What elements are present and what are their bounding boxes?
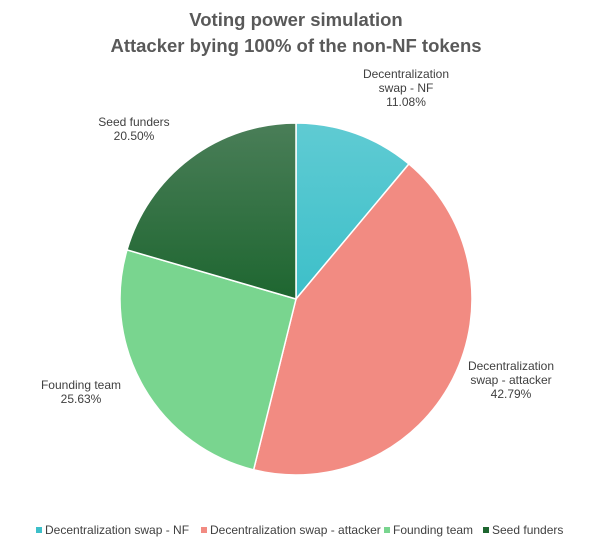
legend-swatch — [201, 527, 207, 533]
slice-value-label: 42.79% — [491, 387, 532, 401]
slice-name-label: swap - NF — [379, 81, 434, 95]
chart-title-line-1: Voting power simulation — [189, 9, 402, 30]
slice-value-label: 20.50% — [114, 129, 155, 143]
legend-swatch — [384, 527, 390, 533]
legend-label: Founding team — [393, 523, 473, 537]
slice-labels: Decentralization swap - NF 11.08%Decentral… — [41, 67, 554, 406]
pie-slice-4 — [126, 122, 297, 300]
legend-label: Seed funders — [492, 523, 563, 537]
legend-item-3: Founding team — [384, 523, 473, 537]
slice-label-4: Seed funders 20.50% — [98, 115, 169, 143]
slice-label-3: Founding team 25.63% — [41, 378, 121, 406]
pie-slice-2 — [252, 162, 473, 476]
legend: Decentralization swap - NF Decentralizati… — [36, 523, 563, 537]
slice-label-2: Decentralization swap - attacker 42.79% — [468, 359, 554, 401]
slice-value-label: 25.63% — [61, 392, 102, 406]
slice-value-label: 11.08% — [386, 95, 426, 109]
legend-swatch — [483, 527, 489, 533]
legend-label: Decentralization swap - NF — [45, 523, 189, 537]
slice-name-label: swap - attacker — [470, 373, 551, 387]
chart-title: Voting power simulation Attacker bying 1… — [110, 9, 481, 56]
slice-name-label: Seed funders — [98, 115, 169, 129]
pie-slice-3 — [119, 248, 297, 471]
legend-label: Decentralization swap - attacker — [210, 523, 381, 537]
slice-name-label: Decentralization — [363, 67, 449, 81]
slice-label-1: Decentralization swap - NF 11.08% — [363, 67, 449, 109]
pie-slices — [119, 122, 473, 476]
legend-swatch — [36, 527, 42, 533]
legend-item-4: Seed funders — [483, 523, 563, 537]
legend-item-1: Decentralization swap - NF — [36, 523, 189, 537]
slice-name-label: Founding team — [41, 378, 121, 392]
pie-slice-1 — [295, 122, 410, 302]
slice-name-label: Decentralization — [468, 359, 554, 373]
legend-item-2: Decentralization swap - attacker — [201, 523, 381, 537]
chart-title-line-2: Attacker bying 100% of the non-NF tokens — [110, 35, 481, 56]
